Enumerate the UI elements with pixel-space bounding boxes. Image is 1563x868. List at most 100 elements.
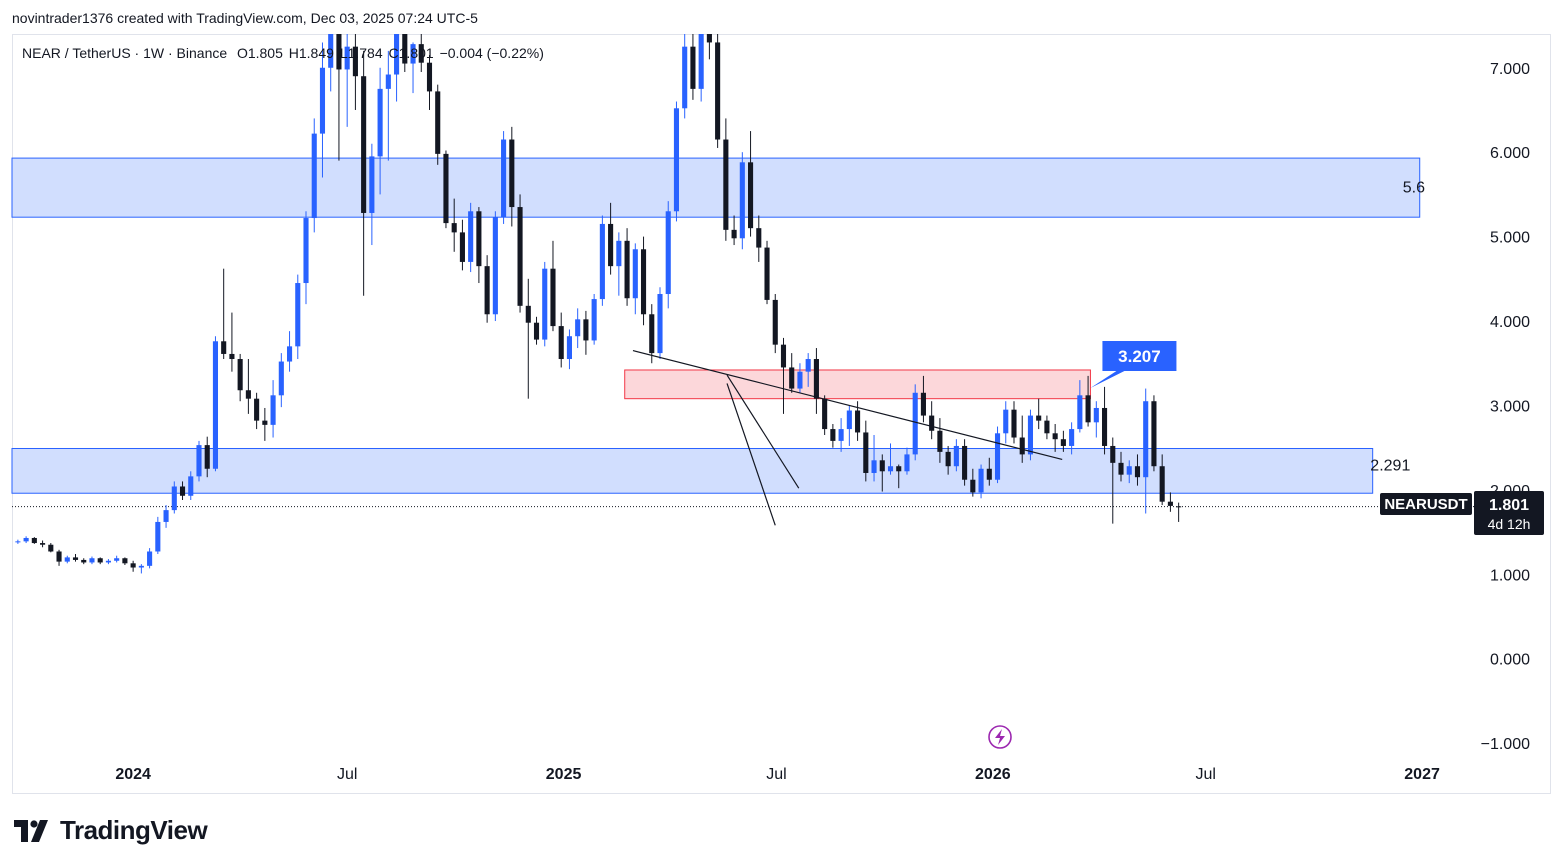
candle[interactable] xyxy=(81,558,87,565)
candle[interactable] xyxy=(945,445,951,475)
candle[interactable] xyxy=(501,131,507,224)
candle[interactable] xyxy=(756,215,762,262)
candle[interactable] xyxy=(15,539,21,544)
candle[interactable] xyxy=(1143,388,1149,514)
candle[interactable] xyxy=(1085,375,1091,427)
trendline[interactable] xyxy=(726,374,800,489)
candle[interactable] xyxy=(492,211,498,322)
price-callout[interactable]: 3.207 xyxy=(1090,340,1177,388)
candle[interactable] xyxy=(789,353,795,393)
candle[interactable] xyxy=(673,101,680,222)
candle[interactable] xyxy=(352,34,358,110)
candle[interactable] xyxy=(1118,451,1124,482)
lightning-icon[interactable] xyxy=(988,725,1012,749)
candle[interactable] xyxy=(303,211,309,305)
candle[interactable] xyxy=(813,348,819,414)
candle[interactable] xyxy=(72,554,79,562)
candle[interactable] xyxy=(846,405,852,446)
candle[interactable] xyxy=(920,375,926,423)
candle[interactable] xyxy=(723,118,729,241)
candle[interactable] xyxy=(929,401,935,440)
candle[interactable] xyxy=(344,34,350,127)
candle[interactable] xyxy=(887,443,894,475)
candle[interactable] xyxy=(706,34,712,60)
candle[interactable] xyxy=(237,353,243,402)
candle[interactable] xyxy=(937,418,943,463)
candle[interactable] xyxy=(731,215,737,246)
candle[interactable] xyxy=(690,34,696,100)
candle[interactable] xyxy=(525,278,531,399)
candle[interactable] xyxy=(204,436,210,478)
candle[interactable] xyxy=(402,34,408,72)
candle[interactable] xyxy=(179,481,186,500)
candle[interactable] xyxy=(542,261,548,347)
tradingview-logo[interactable]: TradingView xyxy=(14,815,208,846)
candle[interactable] xyxy=(468,202,474,273)
symbol-pair[interactable]: NEAR / TetherUS · 1W · Binance xyxy=(22,45,228,61)
candle[interactable] xyxy=(311,118,317,233)
candle[interactable] xyxy=(394,34,400,102)
candle[interactable] xyxy=(1134,454,1141,486)
candle[interactable] xyxy=(715,34,721,148)
candle[interactable] xyxy=(369,143,375,246)
candle[interactable] xyxy=(163,505,169,528)
candle[interactable] xyxy=(624,228,630,306)
candle[interactable] xyxy=(278,353,284,408)
candle[interactable] xyxy=(558,312,564,368)
candle[interactable] xyxy=(797,363,803,393)
candle[interactable] xyxy=(698,34,704,102)
candle[interactable] xyxy=(1101,386,1108,455)
candle[interactable] xyxy=(56,549,62,566)
candle[interactable] xyxy=(748,131,754,237)
candle[interactable] xyxy=(361,50,367,296)
candle[interactable] xyxy=(978,464,984,499)
candle[interactable] xyxy=(451,198,457,252)
candle[interactable] xyxy=(130,560,136,572)
candle[interactable] xyxy=(1159,454,1165,506)
candle[interactable] xyxy=(822,395,828,435)
candle[interactable] xyxy=(171,481,177,514)
candle[interactable] xyxy=(805,353,811,387)
candle[interactable] xyxy=(583,310,589,355)
candle[interactable] xyxy=(640,236,647,326)
candle[interactable] xyxy=(476,207,482,284)
candle[interactable] xyxy=(212,336,219,472)
candle[interactable] xyxy=(31,537,37,544)
candle[interactable] xyxy=(1011,401,1017,444)
candle[interactable] xyxy=(89,556,95,565)
candle[interactable] xyxy=(566,329,572,370)
candle[interactable] xyxy=(138,564,144,574)
candle[interactable] xyxy=(904,447,910,475)
drawing-layer[interactable] xyxy=(632,349,1063,526)
candle[interactable] xyxy=(48,543,54,553)
candle[interactable] xyxy=(682,34,688,119)
candle[interactable] xyxy=(147,548,153,569)
candle[interactable] xyxy=(443,150,449,229)
candle[interactable] xyxy=(262,407,268,441)
candle[interactable] xyxy=(155,516,161,555)
candle[interactable] xyxy=(1052,424,1058,452)
candle[interactable] xyxy=(254,392,260,430)
candle[interactable] xyxy=(863,420,869,482)
candle[interactable] xyxy=(632,243,638,315)
candle[interactable] xyxy=(739,152,745,250)
candle[interactable] xyxy=(986,457,992,486)
candle-layer[interactable] xyxy=(15,34,1182,574)
supply-zone[interactable] xyxy=(624,369,1091,400)
candle[interactable] xyxy=(245,359,251,414)
candle[interactable] xyxy=(418,34,424,72)
candle[interactable] xyxy=(533,316,540,345)
candle[interactable] xyxy=(319,42,326,178)
candle[interactable] xyxy=(1151,395,1157,472)
candle[interactable] xyxy=(484,255,490,323)
candle[interactable] xyxy=(40,540,46,548)
candle[interactable] xyxy=(780,337,787,414)
candle[interactable] xyxy=(517,194,523,313)
candle[interactable] xyxy=(1126,460,1132,484)
candle[interactable] xyxy=(221,268,227,360)
candle[interactable] xyxy=(550,240,556,332)
candle[interactable] xyxy=(426,55,433,110)
candle[interactable] xyxy=(608,202,614,275)
candle[interactable] xyxy=(649,304,655,364)
candle[interactable] xyxy=(994,426,1001,484)
